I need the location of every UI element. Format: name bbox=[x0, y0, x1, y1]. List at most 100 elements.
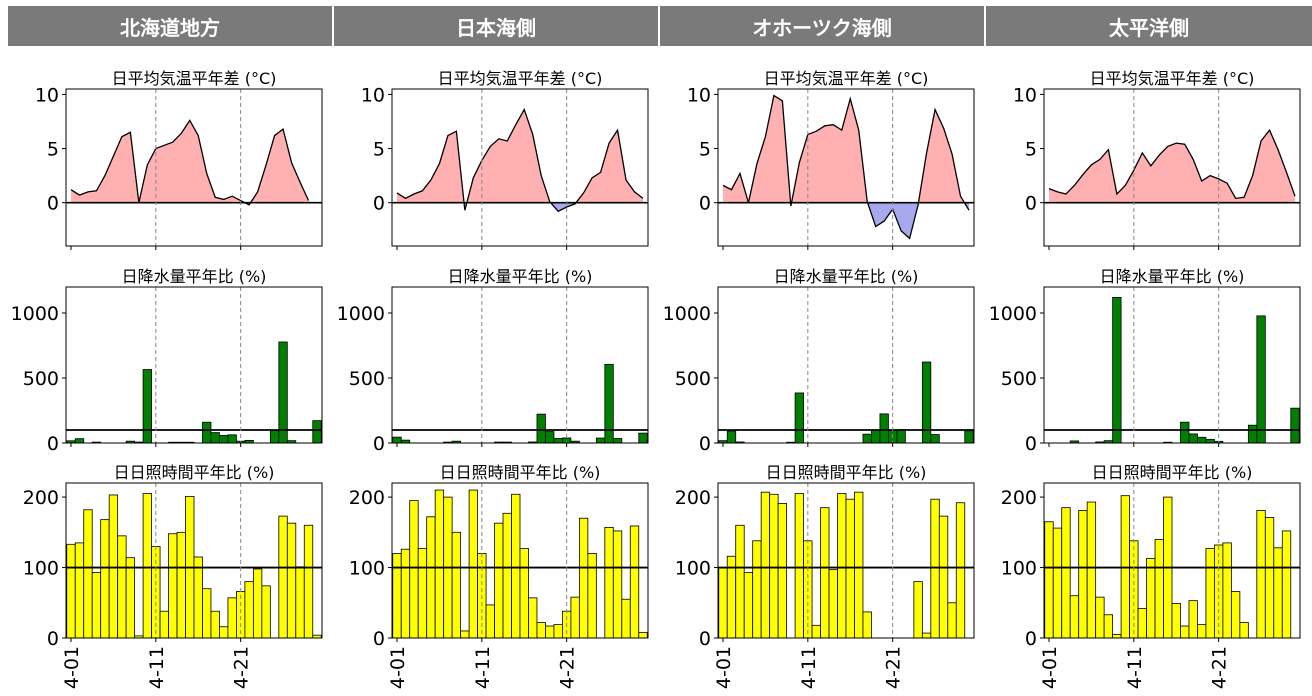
x-tick-label: 4-11 bbox=[1124, 646, 1146, 689]
x-tick-label: 4-21 bbox=[231, 646, 253, 689]
temp-anomaly-negative-area bbox=[464, 202, 576, 212]
temp-anomaly-positive-area bbox=[1049, 130, 1295, 203]
plot-frame bbox=[717, 286, 975, 444]
sunshine-bar bbox=[1103, 614, 1114, 639]
sun-panel-title: 日日照時間平年比 (%) bbox=[1092, 463, 1253, 482]
precip-panel-title: 日降水量平年比 (%) bbox=[1100, 267, 1245, 286]
plot-frame bbox=[1043, 286, 1301, 444]
precip-bar bbox=[1112, 296, 1122, 444]
plot-frame bbox=[1043, 482, 1301, 639]
y-tick-label: 1000 bbox=[337, 303, 385, 325]
sunshine-bar bbox=[278, 515, 288, 639]
y-tick-label: 200 bbox=[349, 487, 385, 509]
precip-bar bbox=[604, 363, 614, 444]
y-tick-label: 500 bbox=[675, 368, 711, 390]
sunshine-bar bbox=[1044, 521, 1054, 639]
sunshine-bar bbox=[612, 530, 623, 639]
y-tick-label: 200 bbox=[1001, 487, 1037, 509]
y-tick-label: 0 bbox=[1025, 628, 1037, 650]
precip-bar bbox=[278, 341, 288, 444]
sunshine-bar bbox=[261, 585, 271, 639]
sunshine-bar bbox=[921, 632, 932, 639]
precip-bar bbox=[219, 435, 229, 444]
sunshine-bar bbox=[587, 553, 597, 639]
precip-bar bbox=[545, 431, 555, 444]
y-tick-label: 0 bbox=[1025, 193, 1037, 215]
y-tick-label: 500 bbox=[23, 368, 59, 390]
temp-anomaly-line bbox=[396, 107, 644, 213]
y-tick-label: 0 bbox=[47, 433, 59, 455]
precip-bar bbox=[392, 436, 402, 444]
region-title-okhotsk-side: オホーツク海側 bbox=[660, 6, 984, 46]
y-tick-label: 10 bbox=[361, 84, 385, 106]
sun-panel-title: 日日照時間平年比 (%) bbox=[766, 463, 927, 482]
y-tick-label: 10 bbox=[1013, 84, 1037, 106]
y-tick-label: 0 bbox=[373, 433, 385, 455]
precip-panel-title: 日降水量平年比 (%) bbox=[448, 267, 593, 286]
sunshine-bar bbox=[460, 630, 470, 639]
sunshine-bar bbox=[91, 572, 102, 639]
sunshine-bar bbox=[117, 535, 127, 639]
precip-bar bbox=[612, 438, 623, 444]
y-tick-label: 100 bbox=[675, 558, 711, 580]
precip-bar bbox=[312, 420, 322, 444]
y-tick-label: 100 bbox=[349, 558, 385, 580]
sunshine-bar bbox=[955, 502, 966, 639]
temp-anomaly-negative-area bbox=[790, 202, 969, 239]
sunshine-bar bbox=[735, 524, 745, 639]
sunshine-bar bbox=[1069, 595, 1080, 639]
sunshine-bar bbox=[930, 498, 940, 639]
sunshine-bar bbox=[426, 516, 436, 639]
y-tick-label: 10 bbox=[687, 84, 711, 106]
sunshine-bar bbox=[769, 493, 779, 639]
y-tick-label: 5 bbox=[373, 139, 385, 161]
y-tick-label: 500 bbox=[349, 368, 385, 390]
plot-frame bbox=[1043, 88, 1301, 247]
y-tick-label: 5 bbox=[1025, 139, 1037, 161]
sunshine-bar bbox=[108, 494, 119, 639]
plot-frame bbox=[65, 286, 323, 444]
precip-bar bbox=[930, 434, 940, 444]
sunshine-bar bbox=[1154, 538, 1164, 639]
sunshine-bar bbox=[252, 568, 263, 639]
sunshine-bar bbox=[125, 557, 136, 639]
precip-bar bbox=[227, 434, 237, 444]
temp-anomaly-positive-area bbox=[397, 109, 643, 203]
sunshine-bar bbox=[1086, 501, 1097, 639]
sunshine-bar bbox=[66, 543, 76, 639]
sunshine-bar bbox=[570, 596, 580, 639]
sunshine-bar bbox=[1078, 510, 1088, 639]
y-tick-label: 0 bbox=[699, 628, 711, 650]
sunshine-bar bbox=[1205, 548, 1215, 639]
sunshine-bar bbox=[854, 491, 864, 639]
sunshine-bar bbox=[83, 509, 93, 639]
sunshine-bar bbox=[718, 567, 728, 639]
sunshine-bar bbox=[726, 555, 737, 639]
sunshine-bar bbox=[485, 604, 495, 639]
precip-bar bbox=[1197, 436, 1207, 444]
y-tick-label: 0 bbox=[47, 193, 59, 215]
precip-bar bbox=[726, 430, 737, 444]
sunshine-bar bbox=[303, 524, 314, 639]
sunshine-bar bbox=[1095, 596, 1105, 639]
sunshine-bar bbox=[434, 489, 445, 639]
temp-anomaly-line bbox=[70, 119, 310, 206]
sunshine-bar bbox=[1256, 510, 1266, 639]
sunshine-bar bbox=[1230, 591, 1241, 639]
x-tick-label: 4-21 bbox=[557, 646, 579, 689]
sunshine-bar bbox=[511, 493, 521, 639]
sunshine-bar bbox=[1281, 530, 1292, 639]
sunshine-bar bbox=[1197, 624, 1207, 639]
sunshine-bar bbox=[837, 493, 847, 639]
sunshine-bar bbox=[621, 598, 631, 639]
y-tick-label: 100 bbox=[23, 558, 59, 580]
sunshine-bar bbox=[409, 500, 419, 639]
sunshine-bar bbox=[1171, 603, 1181, 639]
x-tick-label: 4-01 bbox=[61, 646, 83, 689]
sunshine-bar bbox=[468, 489, 478, 639]
sun-panel-title: 日日照時間平年比 (%) bbox=[440, 463, 601, 482]
precip-bar bbox=[1247, 424, 1258, 444]
x-tick-label: 4-01 bbox=[713, 646, 735, 689]
y-tick-label: 0 bbox=[47, 628, 59, 650]
sunshine-bar bbox=[159, 610, 169, 639]
